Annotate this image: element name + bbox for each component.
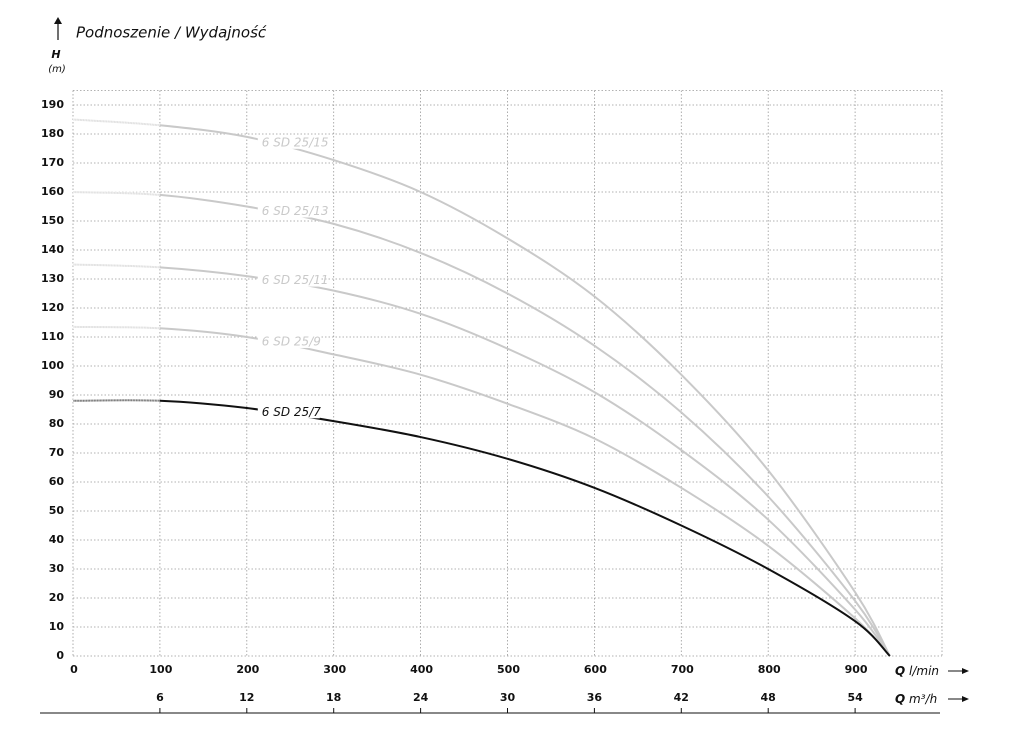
x-tick-label: 0 (70, 663, 78, 676)
x2-tick-label: 36 (587, 691, 603, 704)
dash-mask (73, 400, 160, 401)
series-label: 6 SD 25/13 (262, 204, 329, 218)
x2-tick-label: 6 (156, 691, 164, 704)
x-axis-unit: l/min (909, 664, 939, 678)
y-tick-label: 60 (49, 475, 65, 488)
x2-axis-symbol: Q (895, 692, 905, 706)
dash-mask (73, 327, 160, 328)
y-tick-label: 140 (41, 243, 64, 256)
label-gap (257, 203, 320, 218)
x-arrow-head (962, 668, 969, 674)
x-tick-label: 300 (323, 663, 346, 676)
x2-tick-label: 48 (761, 691, 776, 704)
curve (72, 118, 891, 657)
x2-tick-label: 42 (674, 691, 689, 704)
series-label: 6 SD 25/11 (262, 273, 329, 287)
y-tick-label: 120 (41, 301, 64, 314)
chart-title: Podnoszenie / Wydajność (76, 24, 267, 42)
series-label: 6 SD 25/7 (262, 405, 321, 419)
x2-axis-label: Q m³/h (895, 692, 937, 706)
y-tick-label: 10 (49, 620, 65, 633)
y-tick-label: 30 (49, 562, 65, 575)
y-tick-label: 100 (41, 359, 64, 372)
label-gap (257, 272, 320, 287)
x2-arrow-head (962, 696, 969, 702)
label-gap (257, 134, 320, 149)
x-axis-label: Q l/min (895, 664, 939, 678)
x-tick-label: 500 (497, 663, 520, 676)
x2-tick-label: 24 (413, 691, 429, 704)
label-gap (257, 404, 320, 419)
y-tick-label: 130 (41, 272, 64, 285)
x-tick-label: 800 (758, 663, 781, 676)
label-gap (257, 333, 320, 348)
curve (72, 325, 891, 657)
y-arrow-head (54, 17, 62, 24)
curve (72, 399, 891, 657)
series-label: 6 SD 25/15 (262, 135, 329, 149)
y-tick-label: 180 (41, 127, 64, 140)
dash-mask (73, 265, 160, 268)
x-tick-label: 200 (236, 663, 259, 676)
y-tick-label: 170 (41, 156, 64, 169)
series-label: 6 SD 25/9 (262, 334, 321, 348)
x2-tick-label: 30 (500, 691, 516, 704)
x2-axis-unit: m³/h (909, 692, 937, 706)
y-tick-label: 80 (49, 417, 65, 430)
y-tick-label: 160 (41, 185, 64, 198)
y-axis-symbol: H (51, 48, 60, 61)
y-tick-label: 90 (49, 388, 65, 401)
x-tick-label: 600 (584, 663, 607, 676)
x-tick-label: 700 (671, 663, 694, 676)
x2-tick-label: 18 (326, 691, 341, 704)
y-tick-label: 40 (49, 533, 65, 546)
y-tick-label: 190 (41, 98, 64, 111)
y-tick-label: 20 (49, 591, 65, 604)
x-tick-label: 900 (845, 663, 868, 676)
curve (72, 191, 891, 657)
dash-mask (73, 120, 160, 126)
y-tick-label: 150 (41, 214, 64, 227)
x2-tick-label: 12 (239, 691, 254, 704)
y-tick-label: 50 (49, 504, 65, 517)
x-axis-symbol: Q (895, 664, 905, 678)
y-tick-label: 110 (41, 330, 64, 343)
y-tick-label: 70 (49, 446, 65, 459)
y-tick-label: 0 (56, 649, 64, 662)
x-tick-label: 100 (149, 663, 172, 676)
dash-mask (73, 192, 160, 195)
x2-tick-label: 54 (847, 691, 863, 704)
y-axis-unit: (m) (48, 64, 66, 75)
curve (72, 263, 891, 657)
x-tick-label: 400 (410, 663, 433, 676)
